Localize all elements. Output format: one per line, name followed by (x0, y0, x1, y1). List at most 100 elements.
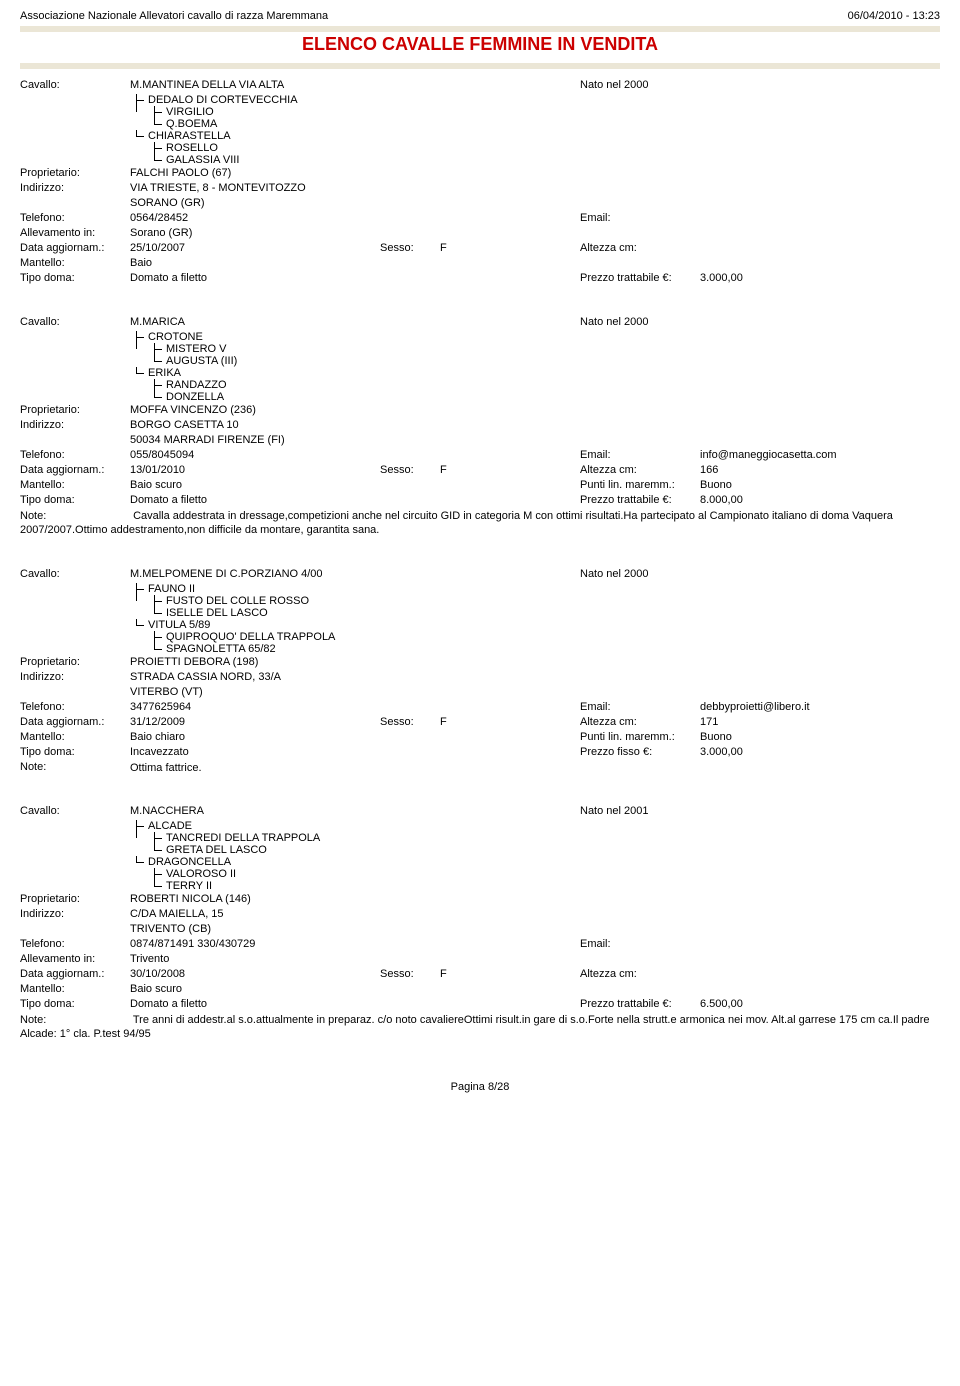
horse-record: Cavallo: M.MARICA Nato nel 2000 CROTONEM… (20, 316, 940, 538)
label-cavallo: Cavallo: (20, 316, 130, 330)
pedigree-entry: RANDAZZO (148, 379, 490, 391)
label-mantello: Mantello: (20, 257, 130, 271)
label-email: Email: (580, 938, 700, 952)
label-data-agg: Data aggiornam.: (20, 242, 130, 256)
address-line2: SORANO (GR) (130, 197, 490, 211)
email-value: info@maneggiocasetta.com (700, 449, 940, 463)
label-note: Note: (20, 509, 130, 523)
altezza-value (700, 968, 940, 982)
sesso-value: F (440, 464, 580, 478)
label-data-agg: Data aggiornam.: (20, 464, 130, 478)
label-tipo-doma: Tipo doma: (20, 494, 130, 508)
pedigree-entry: VITULA 5/89 (130, 619, 490, 631)
label-tipo-doma: Tipo doma: (20, 746, 130, 760)
horse-record: Cavallo: M.MELPOMENE DI C.PORZIANO 4/00 … (20, 568, 940, 775)
sesso-value: F (440, 968, 580, 982)
label-telefono: Telefono: (20, 449, 130, 463)
label-email: Email: (580, 449, 700, 463)
label-data-agg: Data aggiornam.: (20, 968, 130, 982)
label-punti: Punti lin. maremm.: (580, 479, 700, 493)
title-bar-bottom (20, 63, 940, 69)
pedigree-entry: Q.BOEMA (148, 118, 490, 130)
label-proprietario: Proprietario: (20, 167, 130, 181)
pedigree-entry: GALASSIA VIII (148, 154, 490, 166)
address-line2: VITERBO (VT) (130, 686, 490, 700)
pedigree-entry: ERIKA (130, 367, 490, 379)
label-mantello: Mantello: (20, 983, 130, 997)
note-value: Tre anni di addestr.al s.o.attualmente i… (20, 1014, 930, 1040)
owner-value: MOFFA VINCENZO (236) (130, 404, 490, 418)
punti-value: Buono (700, 731, 940, 745)
pedigree-entry: DRAGONCELLA (130, 856, 490, 868)
mantello-value: Baio (130, 257, 490, 271)
horse-name: M.MELPOMENE DI C.PORZIANO 4/00 (130, 568, 490, 582)
pedigree-entry: ISELLE DEL LASCO (148, 607, 490, 619)
tipo-doma-value: Incavezzato (130, 746, 490, 760)
horse-name: M.MANTINEA DELLA VIA ALTA (130, 79, 490, 93)
label-altezza: Altezza cm: (580, 242, 700, 256)
org-name: Associazione Nazionale Allevatori cavall… (20, 10, 328, 22)
pedigree-entry: SPAGNOLETTA 65/82 (148, 643, 490, 655)
address-line1: C/DA MAIELLA, 15 (130, 908, 490, 922)
born-label: Nato nel 2001 (580, 805, 700, 819)
pedigree-entry: VALOROSO II (148, 868, 490, 880)
data-agg-value: 31/12/2009 (130, 716, 380, 730)
horse-record: Cavallo: M.NACCHERA Nato nel 2001 ALCADE… (20, 805, 940, 1042)
label-prezzo: Prezzo trattabile €: (580, 998, 700, 1012)
horse-name: M.NACCHERA (130, 805, 490, 819)
address-line1: BORGO CASETTA 10 (130, 419, 490, 433)
label-telefono: Telefono: (20, 212, 130, 226)
mantello-value: Baio scuro (130, 983, 490, 997)
mantello-value: Baio chiaro (130, 731, 490, 745)
phone-value: 0874/871491 330/430729 (130, 938, 490, 952)
label-note: Note: (20, 761, 130, 775)
data-agg-value: 13/01/2010 (130, 464, 380, 478)
note-value: Ottima fattrice. (130, 761, 940, 775)
sesso-value: F (440, 242, 580, 256)
label-telefono: Telefono: (20, 938, 130, 952)
email-value: debbyproietti@libero.it (700, 701, 940, 715)
owner-value: PROIETTI DEBORA (198) (130, 656, 490, 670)
pedigree-entry: CHIARASTELLA (130, 130, 490, 142)
label-tipo-doma: Tipo doma: (20, 998, 130, 1012)
tipo-doma-value: Domato a filetto (130, 272, 490, 286)
label-altezza: Altezza cm: (580, 968, 700, 982)
phone-value: 0564/28452 (130, 212, 490, 226)
label-indirizzo: Indirizzo: (20, 908, 130, 922)
label-email: Email: (580, 212, 700, 226)
allevamento-value: Trivento (130, 953, 490, 967)
data-agg-value: 25/10/2007 (130, 242, 380, 256)
page-footer: Pagina 8/28 (20, 1081, 940, 1093)
label-email: Email: (580, 701, 700, 715)
punti-value: Buono (700, 479, 940, 493)
label-indirizzo: Indirizzo: (20, 419, 130, 433)
email-value (700, 938, 940, 952)
prezzo-value: 3.000,00 (700, 746, 940, 760)
altezza-value: 171 (700, 716, 940, 730)
label-prezzo: Prezzo fisso €: (580, 746, 700, 760)
label-telefono: Telefono: (20, 701, 130, 715)
mantello-value: Baio scuro (130, 479, 490, 493)
label-mantello: Mantello: (20, 479, 130, 493)
label-proprietario: Proprietario: (20, 893, 130, 907)
title-bar-top (20, 26, 940, 32)
label-note: Note: (20, 1013, 130, 1027)
label-indirizzo: Indirizzo: (20, 671, 130, 685)
sesso-value: F (440, 716, 580, 730)
label-proprietario: Proprietario: (20, 404, 130, 418)
phone-value: 3477625964 (130, 701, 490, 715)
pedigree-entry: MISTERO V (148, 343, 490, 355)
email-value (700, 212, 940, 226)
label-prezzo: Prezzo trattabile €: (580, 494, 700, 508)
prezzo-value: 3.000,00 (700, 272, 940, 286)
pedigree-entry: DEDALO DI CORTEVECCHIA (130, 94, 490, 106)
born-label: Nato nel 2000 (580, 79, 700, 93)
altezza-value (700, 242, 940, 256)
pedigree-entry: ROSELLO (148, 142, 490, 154)
label-punti: Punti lin. maremm.: (580, 731, 700, 745)
pedigree-entry: TANCREDI DELLA TRAPPOLA (148, 832, 490, 844)
label-tipo-doma: Tipo doma: (20, 272, 130, 286)
label-cavallo: Cavallo: (20, 805, 130, 819)
pedigree-entry: QUIPROQUO' DELLA TRAPPOLA (148, 631, 490, 643)
label-sesso: Sesso: (380, 242, 440, 256)
